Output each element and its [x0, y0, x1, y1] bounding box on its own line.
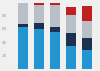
Bar: [34, 3, 44, 5]
Bar: [50, 32, 60, 69]
Bar: [34, 24, 44, 29]
Bar: [50, 3, 60, 5]
Bar: [34, 5, 44, 24]
Bar: [50, 27, 60, 32]
Bar: [66, 34, 76, 46]
Bar: [82, 21, 92, 38]
Bar: [18, 3, 28, 24]
Bar: [82, 50, 92, 69]
Bar: [82, 38, 92, 50]
Bar: [66, 46, 76, 69]
Bar: [66, 15, 76, 34]
Bar: [18, 27, 28, 69]
Bar: [66, 7, 76, 15]
Bar: [34, 29, 44, 69]
Bar: [50, 5, 60, 27]
Bar: [82, 6, 92, 21]
Bar: [18, 24, 28, 27]
